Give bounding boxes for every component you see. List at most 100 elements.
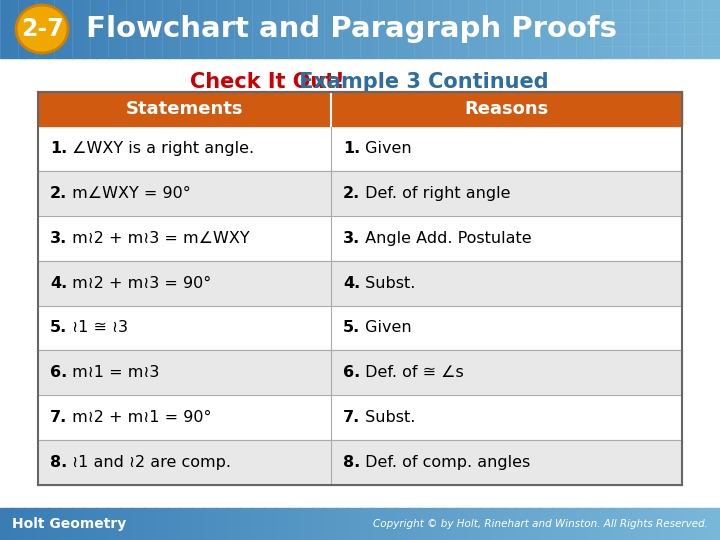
Text: 7.: 7.: [50, 410, 67, 425]
Bar: [528, 0, 541, 58]
Bar: [264, 508, 277, 540]
Bar: [336, 508, 349, 540]
Bar: [360, 508, 373, 540]
Text: 6.: 6.: [343, 366, 360, 380]
Bar: [504, 508, 517, 540]
Bar: [588, 508, 601, 540]
Bar: [540, 0, 553, 58]
Bar: [456, 0, 469, 58]
Text: 7.: 7.: [343, 410, 360, 425]
Text: Given: Given: [359, 141, 411, 156]
Text: 5.: 5.: [343, 320, 360, 335]
Bar: [480, 0, 493, 58]
Bar: [636, 0, 649, 58]
Bar: [492, 0, 505, 58]
Bar: [636, 508, 649, 540]
Bar: [216, 508, 229, 540]
Bar: [576, 508, 589, 540]
Text: Subst.: Subst.: [359, 275, 415, 291]
Bar: [252, 0, 265, 58]
Text: Holt Geometry: Holt Geometry: [12, 517, 126, 531]
Bar: [468, 0, 481, 58]
Bar: [72, 508, 85, 540]
Text: Copyright © by Holt, Rinehart and Winston. All Rights Reserved.: Copyright © by Holt, Rinehart and Winsto…: [373, 519, 708, 529]
Text: ∠WXY is a right angle.: ∠WXY is a right angle.: [66, 141, 253, 156]
Bar: [24, 508, 37, 540]
Bar: [192, 0, 205, 58]
Bar: [38, 350, 682, 395]
Bar: [708, 0, 720, 58]
Text: 8.: 8.: [343, 455, 360, 470]
Bar: [444, 0, 457, 58]
Bar: [168, 0, 181, 58]
Bar: [38, 306, 682, 350]
Text: 4.: 4.: [343, 275, 360, 291]
Bar: [276, 0, 289, 58]
Bar: [324, 0, 337, 58]
Bar: [228, 508, 241, 540]
Text: ≀1 ≅ ≀3: ≀1 ≅ ≀3: [66, 320, 127, 335]
Bar: [516, 508, 529, 540]
Bar: [612, 508, 625, 540]
Bar: [72, 0, 85, 58]
Bar: [108, 0, 121, 58]
Bar: [444, 508, 457, 540]
Bar: [192, 508, 205, 540]
Text: 3.: 3.: [343, 231, 360, 246]
Bar: [48, 0, 61, 58]
Text: 2-7: 2-7: [21, 17, 63, 41]
Bar: [38, 92, 682, 485]
Bar: [240, 0, 253, 58]
Bar: [684, 508, 697, 540]
Bar: [528, 508, 541, 540]
Bar: [456, 508, 469, 540]
Text: Subst.: Subst.: [359, 410, 415, 425]
Bar: [612, 0, 625, 58]
Bar: [540, 508, 553, 540]
Bar: [96, 0, 109, 58]
Bar: [38, 126, 682, 171]
Bar: [38, 261, 682, 306]
Text: Example 3 Continued: Example 3 Continued: [292, 72, 549, 92]
Bar: [96, 508, 109, 540]
Text: Def. of ≅ ∠s: Def. of ≅ ∠s: [359, 366, 464, 380]
Bar: [384, 508, 397, 540]
Text: Flowchart and Paragraph Proofs: Flowchart and Paragraph Proofs: [76, 15, 617, 43]
Text: 6.: 6.: [50, 366, 67, 380]
Text: 4.: 4.: [50, 275, 67, 291]
Bar: [408, 508, 421, 540]
Bar: [564, 508, 577, 540]
Bar: [696, 508, 709, 540]
Bar: [240, 508, 253, 540]
Bar: [648, 508, 661, 540]
Text: m≀2 + m≀1 = 90°: m≀2 + m≀1 = 90°: [66, 410, 211, 425]
Bar: [552, 508, 565, 540]
Bar: [252, 508, 265, 540]
Bar: [120, 508, 133, 540]
Bar: [24, 0, 37, 58]
Bar: [648, 0, 661, 58]
Text: m≀2 + m≀3 = m∠WXY: m≀2 + m≀3 = m∠WXY: [66, 231, 249, 246]
Bar: [600, 508, 613, 540]
Bar: [36, 508, 49, 540]
Bar: [108, 508, 121, 540]
Bar: [0, 508, 13, 540]
Bar: [696, 0, 709, 58]
Bar: [180, 0, 193, 58]
Bar: [312, 508, 325, 540]
Text: 1.: 1.: [343, 141, 360, 156]
Bar: [384, 0, 397, 58]
Text: ≀1 and ≀2 are comp.: ≀1 and ≀2 are comp.: [66, 455, 230, 470]
Bar: [588, 0, 601, 58]
Bar: [156, 0, 169, 58]
Bar: [360, 0, 373, 58]
Bar: [432, 508, 445, 540]
Bar: [348, 508, 361, 540]
Bar: [348, 0, 361, 58]
Text: 1.: 1.: [50, 141, 67, 156]
Bar: [564, 0, 577, 58]
Bar: [264, 0, 277, 58]
Bar: [336, 0, 349, 58]
Bar: [288, 508, 301, 540]
Bar: [60, 0, 73, 58]
